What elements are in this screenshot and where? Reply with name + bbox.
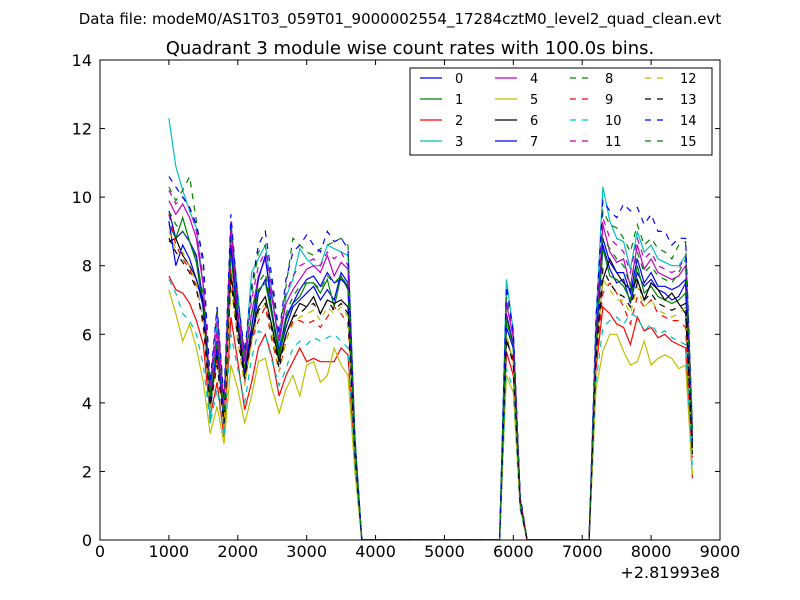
- axis-ticks: 0 1000 2000 3000 4000 5000 6000 7000 8000 9000 0 2 4…: [72, 51, 741, 561]
- legend-label-12: 12: [680, 72, 697, 87]
- legend-label-0: 0: [455, 72, 463, 87]
- legend-label-13: 13: [680, 93, 697, 108]
- series-line-7: [168, 221, 693, 540]
- plot-frame: [99, 59, 721, 541]
- legend-label-2: 2: [455, 114, 463, 129]
- chart-title: Quadrant 3 module wise count rates with …: [166, 38, 655, 59]
- x-tick-label: 4000: [355, 542, 396, 561]
- series-line-10: [168, 279, 693, 540]
- series-line-5: [168, 289, 693, 540]
- series-line-14: [168, 176, 693, 540]
- series-layer: [168, 118, 693, 540]
- y-tick-label: 14: [72, 51, 92, 70]
- figure-suptitle: Data file: modeM0/AS1T03_059T01_90000025…: [79, 10, 722, 29]
- x-tick-label: 1000: [149, 542, 190, 561]
- series-line-11: [168, 190, 693, 540]
- x-axis-offset-label: +2.81993e8: [620, 563, 720, 582]
- x-tick-label: 3000: [286, 542, 327, 561]
- x-tick-label: 9000: [700, 542, 741, 561]
- legend-label-11: 11: [605, 135, 622, 150]
- series-line-8: [168, 174, 693, 540]
- y-tick-label: 4: [82, 394, 92, 413]
- x-tick-label: 5000: [424, 542, 465, 561]
- series-line-9: [168, 214, 693, 540]
- legend-label-4: 4: [530, 72, 538, 87]
- series-line-12: [168, 231, 693, 540]
- legend-label-14: 14: [680, 114, 697, 129]
- series-line-3: [168, 118, 693, 540]
- legend-label-1: 1: [455, 93, 463, 108]
- legend-label-15: 15: [680, 135, 697, 150]
- x-tick-label: 8000: [631, 542, 672, 561]
- x-tick-label: 6000: [493, 542, 534, 561]
- y-tick-label: 10: [72, 188, 92, 207]
- y-tick-label: 8: [82, 257, 92, 276]
- series-line-13: [168, 238, 693, 540]
- x-tick-label: 7000: [562, 542, 603, 561]
- series-line-4: [168, 200, 693, 540]
- legend-label-3: 3: [455, 135, 463, 150]
- y-tick-label: 6: [82, 325, 92, 344]
- y-tick-label: 0: [82, 531, 92, 550]
- x-tick-label: 0: [95, 542, 105, 561]
- legend-label-10: 10: [605, 114, 622, 129]
- legend-label-5: 5: [530, 93, 538, 108]
- x-tick-label: 2000: [217, 542, 258, 561]
- series-line-15: [168, 210, 693, 540]
- legend-label-8: 8: [605, 72, 613, 87]
- legend-label-6: 6: [530, 114, 538, 129]
- series-line-0: [168, 210, 693, 540]
- y-tick-label: 12: [72, 120, 92, 139]
- series-line-2: [168, 275, 693, 540]
- legend-label-7: 7: [530, 135, 538, 150]
- y-tick-label: 2: [82, 462, 92, 481]
- legend-label-9: 9: [605, 93, 613, 108]
